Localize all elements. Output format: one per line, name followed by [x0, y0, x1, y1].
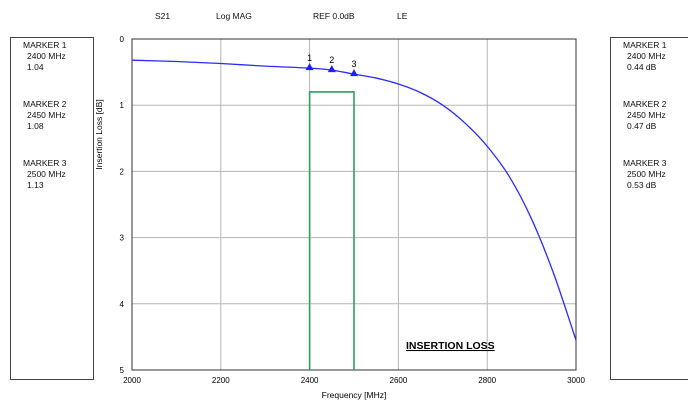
right-marker-1: MARKER 1 2400 MHz 0.44 dB	[623, 40, 666, 73]
marker-layer: 1 2 3	[305, 53, 358, 77]
marker-value: 1.04	[27, 62, 44, 72]
x-tick-label: 3000	[567, 376, 585, 385]
x-tick-label: 2000	[123, 376, 141, 385]
marker-triangle	[350, 69, 358, 77]
spec-mask	[308, 91, 355, 370]
left-marker-1: MARKER 1 2400 MHz 1.04	[23, 40, 66, 73]
right-marker-3: MARKER 3 2500 MHz 0.53 dB	[623, 158, 666, 191]
marker-number: 1	[307, 53, 312, 63]
marker-frequency: 2500 MHz	[27, 169, 66, 179]
spec-mask-outline	[308, 91, 355, 370]
marker-number: 2	[329, 55, 334, 65]
x-tick-labels: 2000 2200 2400 2600 2800 3000	[123, 376, 585, 385]
marker-label: MARKER 2	[23, 99, 67, 109]
marker-label: MARKER 2	[623, 99, 667, 109]
marker-label: MARKER 1	[23, 40, 67, 50]
marker-value: 0.44 dB	[627, 62, 657, 72]
y-axis-label: Insertion Loss [dB]	[94, 99, 104, 169]
series-line	[131, 59, 577, 341]
marker-number: 3	[351, 59, 356, 69]
y-tick-labels: 0 1 2 3 4 5	[120, 35, 125, 375]
marker-frequency: 2450 MHz	[627, 110, 666, 120]
marker-value: 1.08	[27, 121, 44, 131]
left-marker-2: MARKER 2 2450 MHz 1.08	[23, 99, 66, 132]
marker-value: 0.47 dB	[627, 121, 657, 131]
left-marker-3: MARKER 3 2500 MHz 1.13	[23, 158, 66, 191]
format-label: Log MAG	[216, 11, 252, 21]
y-tick-label: 4	[120, 300, 125, 309]
x-tick-label: 2800	[478, 376, 496, 385]
marker-label: MARKER 3	[623, 158, 667, 168]
x-axis-label: Frequency [MHz]	[322, 390, 387, 400]
marker-frequency: 2400 MHz	[627, 51, 666, 61]
marker-frequency: 2500 MHz	[627, 169, 666, 179]
right-marker-2: MARKER 2 2450 MHz 0.47 dB	[623, 99, 666, 132]
left-marker-panel: MARKER 1 2400 MHz 1.04 MARKER 2 2450 MHz…	[10, 37, 94, 380]
marker-triangle	[305, 63, 314, 71]
y-tick-label: 3	[120, 234, 125, 243]
marker-value: 1.13	[27, 180, 44, 190]
x-tick-label: 2600	[390, 376, 408, 385]
x-tick-label: 2200	[212, 376, 230, 385]
y-tick-label: 0	[120, 35, 125, 44]
marker-label: MARKER 3	[23, 158, 67, 168]
marker-frequency: 2450 MHz	[27, 110, 66, 120]
y-tick-label: 5	[120, 366, 125, 375]
marker-label: MARKER 1	[623, 40, 667, 50]
x-tick-label: 2400	[301, 376, 319, 385]
marker-triangle	[327, 65, 336, 73]
s-param-label: S21	[155, 11, 171, 21]
right-marker-panel: MARKER 1 2400 MHz 0.44 dB MARKER 2 2450 …	[610, 37, 688, 380]
marker-frequency: 2400 MHz	[27, 51, 66, 61]
marker-value: 0.53 dB	[627, 180, 657, 190]
le-label: LE	[397, 11, 408, 21]
y-tick-label: 1	[120, 101, 125, 110]
series-layer	[131, 59, 577, 341]
insertion-loss-annotation: INSERTION LOSS	[406, 340, 495, 352]
ref-label: REF 0.0dB	[313, 11, 355, 21]
y-tick-label: 2	[120, 167, 125, 176]
